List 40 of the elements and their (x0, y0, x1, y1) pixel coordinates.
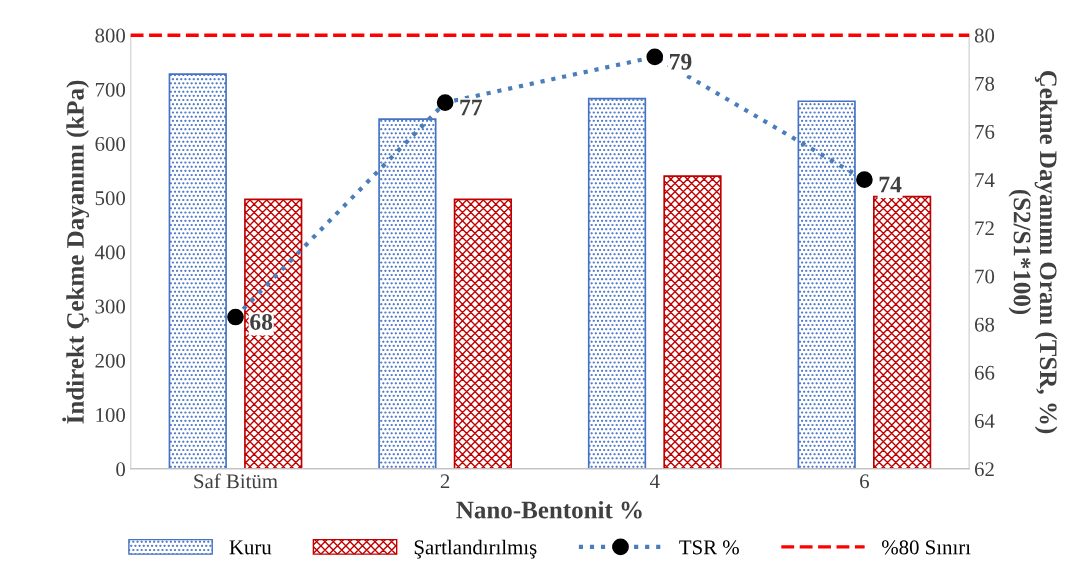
y-tick-label: 700 (95, 82, 126, 97)
y-tick-label: 300 (95, 299, 126, 314)
x-axis-title: Nano-Bentonit % (456, 500, 642, 519)
data-label: 79 (670, 53, 692, 70)
x-tick-label: 4 (649, 474, 660, 489)
x-tick-label: Saf Bitüm (194, 473, 278, 489)
bar (587, 97, 647, 469)
y2-tick-label: 78 (975, 76, 995, 91)
data-label: 68 (250, 313, 273, 330)
bar (168, 73, 227, 469)
y-tick-label: 600 (95, 136, 126, 151)
bar (663, 175, 722, 469)
legend-label: TSR % (679, 540, 739, 555)
y-tick-label: 400 (94, 245, 126, 260)
data-label: 77 (460, 99, 483, 116)
y2-axis-title: Çekme Dayanımı Oranı (TSR, %) (S2/S1*100) (1008, 70, 1058, 434)
y2-tick-label: 62 (974, 462, 994, 477)
y2-tick-label: 74 (975, 173, 995, 187)
data-label: 74 (879, 176, 902, 193)
y2-tick-label: 68 (974, 317, 995, 332)
y2-tick-label: 64 (974, 414, 995, 429)
y-tick-label: 0 (116, 462, 126, 477)
legend-label: Kuru (229, 540, 272, 555)
y-tick-label: 200 (95, 353, 126, 368)
y2-tick-label: 76 (975, 124, 995, 139)
y-tick-label: 800 (95, 28, 126, 43)
y2-tick-label: 66 (974, 365, 995, 380)
bar (244, 198, 303, 469)
y2-tick-label: 80 (974, 28, 995, 43)
x-tick-label: 6 (860, 474, 869, 489)
y-axis-title: İndirekt Çekme Dayanımı (kPa) (62, 80, 90, 424)
y2-tick-label: 72 (975, 221, 994, 236)
y-tick-label: 100 (96, 407, 126, 423)
y2-tick-label: 70 (975, 269, 995, 284)
y-tick-label: 500 (95, 191, 126, 206)
x-tick-label: 2 (440, 474, 450, 489)
bar (872, 195, 932, 469)
legend-label: Şartlandırılmış (414, 539, 537, 559)
bar (453, 198, 512, 469)
legend-label: %80 Sınırı (882, 540, 971, 555)
